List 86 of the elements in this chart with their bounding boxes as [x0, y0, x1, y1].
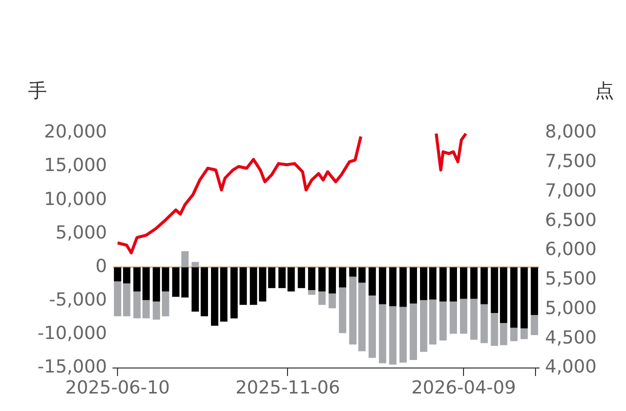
y-tick-label: -5,000 [48, 290, 107, 311]
y-axis-title: 手 [28, 79, 47, 104]
bar [368, 295, 376, 358]
bar [389, 306, 396, 365]
bar [460, 267, 468, 299]
bar [123, 283, 130, 316]
bar [439, 302, 447, 340]
bar [358, 267, 366, 283]
bar [278, 267, 286, 288]
bar [152, 302, 160, 320]
x-tick-label: 2025-06-10 [65, 377, 170, 398]
y-tick-label: 20,000 [44, 122, 107, 143]
bar [520, 267, 528, 328]
bar [349, 267, 356, 277]
bar [192, 262, 199, 268]
bar [181, 251, 189, 268]
y-tick-label: 10,000 [44, 188, 107, 210]
bar [298, 267, 306, 288]
bar [288, 267, 295, 292]
bar [470, 298, 478, 340]
bar [439, 267, 447, 302]
y-tick-label: 5,000 [55, 222, 107, 244]
y2-tick-label: 5,000 [545, 298, 597, 319]
bar [530, 314, 538, 336]
bar [318, 291, 326, 305]
bar [181, 267, 189, 298]
y2-tick-label: 4,500 [545, 327, 597, 348]
x-tick-label: 2026-04-09 [411, 377, 516, 398]
y2-axis-title: 点 [595, 79, 614, 104]
bar [490, 312, 498, 346]
bar [250, 267, 258, 305]
bar [410, 267, 418, 304]
bar [162, 291, 170, 316]
y-tick-label: 15,000 [44, 155, 107, 176]
bar [338, 287, 346, 334]
bar [318, 267, 326, 292]
bar [500, 267, 508, 324]
y2-tick-label: 6,500 [545, 210, 597, 231]
bar [230, 267, 238, 318]
bar [338, 267, 346, 288]
bar [500, 323, 508, 346]
x-tick-label: 2025-11-06 [235, 377, 340, 398]
y2-tick-label: 5,500 [545, 268, 597, 290]
bar [114, 267, 122, 282]
bar [308, 267, 316, 290]
bar [133, 291, 141, 318]
bar [328, 293, 336, 308]
bar [399, 267, 407, 307]
y2-tick-label: 7,000 [545, 180, 597, 202]
y2-tick-label: 4,000 [545, 356, 597, 378]
y2-tick-label: 7,500 [545, 151, 597, 172]
y-tick-label: 0 [96, 256, 107, 277]
bar [142, 300, 150, 318]
y-tick-label: -15,000 [38, 356, 107, 378]
bar [172, 267, 180, 297]
bar [349, 276, 356, 344]
bar [389, 267, 396, 306]
bar [133, 267, 141, 292]
bar [162, 267, 170, 292]
bar [480, 304, 488, 344]
y2-tick-label: 6,000 [545, 239, 597, 260]
bar [510, 267, 518, 328]
bar [308, 290, 316, 295]
bar [460, 298, 468, 334]
bar [530, 267, 538, 315]
y2-tick-label: 8,000 [545, 122, 597, 143]
bar [368, 267, 376, 296]
bar [480, 267, 488, 304]
bar [328, 267, 336, 294]
bar [358, 282, 366, 352]
bar [490, 267, 498, 313]
y-tick-label: -10,000 [38, 323, 107, 344]
bar [510, 328, 518, 342]
bar [152, 267, 160, 302]
bar [470, 267, 478, 299]
bar [410, 304, 418, 360]
bar [450, 267, 457, 302]
bar [240, 267, 247, 305]
bar [378, 304, 386, 364]
bar [123, 267, 130, 284]
bar [142, 267, 150, 300]
bar [450, 302, 457, 334]
bar [378, 267, 386, 304]
bar [399, 306, 407, 363]
bar [114, 281, 122, 316]
bar [520, 328, 528, 340]
